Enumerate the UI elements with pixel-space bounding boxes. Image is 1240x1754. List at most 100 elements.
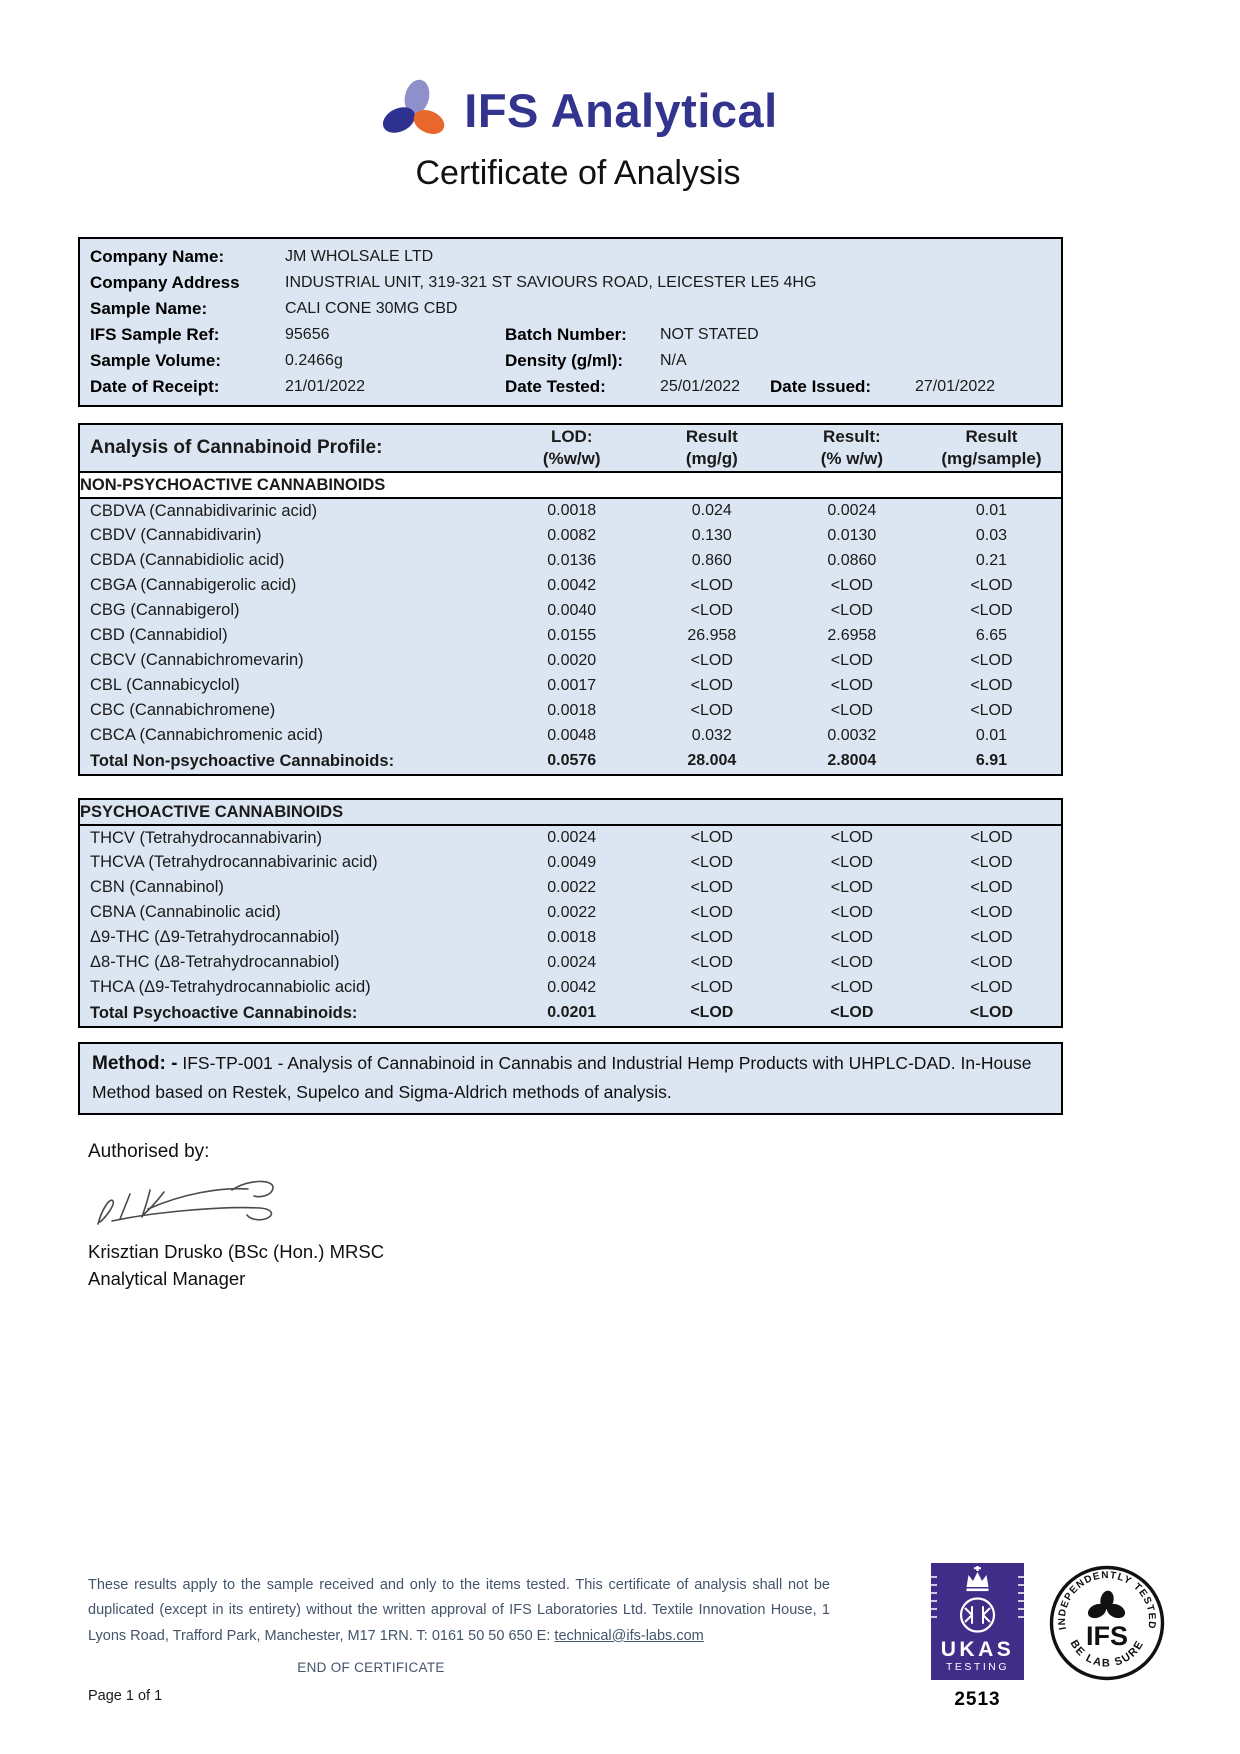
- total-value: <LOD: [969, 1004, 1013, 1021]
- total-value: <LOD: [830, 1004, 874, 1021]
- sample-info-row: Company Name: JM WHOLSALE LTD: [90, 244, 1061, 270]
- result-value: 0.0130: [827, 526, 877, 544]
- total-label: Total Psychoactive Cannabinoids:: [90, 1003, 358, 1022]
- column-header-line1: Result:: [823, 426, 881, 446]
- result-value: <LOD: [970, 853, 1013, 871]
- analyte-row: CBL (Cannabicyclol) 0.0017 <LOD <LOD <LOD: [79, 673, 1062, 698]
- column-header-cell: Result: (% w/w): [781, 424, 922, 473]
- result-value: 6.65: [975, 626, 1008, 644]
- handwritten-signature: [97, 1180, 274, 1225]
- stamp-ring-icon: [1049, 1565, 1165, 1681]
- field-label: Company Address: [90, 273, 240, 292]
- analyte-name: CBL (Cannabicyclol): [90, 676, 240, 694]
- result-value: <LOD: [690, 829, 733, 846]
- result-value: 0.0020: [547, 651, 597, 669]
- result-value: 0.0018: [547, 928, 597, 946]
- total-label: Total Non-psychoactive Cannabinoids:: [90, 751, 395, 770]
- ruler-ticks-icon: [931, 1576, 1024, 1618]
- field-value: 25/01/2022: [660, 378, 741, 395]
- document-header: IFS Analytical Certificate of Analysis: [0, 0, 1198, 193]
- stamp-ifs-wordmark: IFS: [1086, 1621, 1128, 1651]
- analyte-row: CBD (Cannabidiol) 0.0155 26.958 2.6958 6.65: [79, 623, 1062, 648]
- result-value: 0.0155: [547, 626, 597, 644]
- analyte-row: CBGA (Cannabigerolic acid) 0.0042 <LOD <LOD…: [79, 573, 1062, 598]
- crown-icon: [966, 1566, 989, 1592]
- result-value: <LOD: [690, 903, 733, 921]
- analyte-name: CBC (Cannabichromene): [90, 701, 276, 719]
- analyte-row: THCVA (Tetrahydrocannabivarinic acid) 0.0…: [79, 850, 1062, 875]
- field-label: Date Issued:: [770, 377, 872, 396]
- ukas-wordmark: UKAS: [941, 1638, 1015, 1661]
- result-value: <LOD: [690, 701, 733, 719]
- analyte-name: THCVA (Tetrahydrocannabivarinic acid): [90, 853, 378, 871]
- signer-title: Analytical Manager: [88, 1267, 246, 1289]
- column-header-cell: Result (mg/sample): [921, 424, 1062, 473]
- analysis-title-cell: Analysis of Cannabinoid Profile:: [79, 424, 502, 473]
- stamp-trefoil-icon: [1087, 1590, 1126, 1619]
- total-row: Total Psychoactive Cannabinoids: 0.0201 <L…: [79, 1000, 1062, 1027]
- analyte-row: THCA (Δ9-Tetrahydrocannabiolic acid) 0.00…: [79, 975, 1062, 1000]
- analyte-row: THCV (Tetrahydrocannabivarin) 0.0024 <LOD <…: [79, 825, 1062, 850]
- result-value: <LOD: [970, 878, 1013, 896]
- field-value: INDUSTRIAL UNIT, 319-321 ST SAVIOURS ROA…: [285, 274, 817, 291]
- section-header-cell: PSYCHOACTIVE CANNABINOIDS: [79, 799, 1062, 826]
- field-value: N/A: [660, 352, 687, 369]
- total-value: 28.004: [687, 752, 737, 769]
- column-header-line1: Result: [685, 426, 738, 446]
- ukas-testing-logo: UKAS TESTING: [931, 1563, 1024, 1680]
- method-box: Method: - IFS-TP-001 - Analysis of Canna…: [78, 1042, 1063, 1115]
- result-value: 0.0049: [547, 853, 597, 871]
- result-value: <LOD: [970, 953, 1013, 971]
- result-value: <LOD: [690, 878, 733, 896]
- result-value: 0.0024: [547, 953, 597, 971]
- analyte-name: CBCA (Cannabichromenic acid): [90, 726, 323, 744]
- total-value: 0.0576: [547, 752, 597, 769]
- total-row: Total Non-psychoactive Cannabinoids: 0.05…: [79, 748, 1062, 775]
- field-value: 0.2466g: [285, 352, 343, 369]
- field-label: Company Name:: [90, 247, 225, 266]
- result-value: <LOD: [830, 676, 873, 694]
- sample-info-row: Sample Name: CALI CONE 30MG CBD: [90, 296, 1061, 322]
- field-value: CALI CONE 30MG CBD: [285, 300, 458, 317]
- result-value: <LOD: [690, 676, 733, 694]
- result-value: 0.032: [691, 726, 732, 744]
- result-value: 0.0042: [547, 576, 597, 594]
- result-value: 0.01: [975, 502, 1008, 519]
- analysis-header-row: Analysis of Cannabinoid Profile: LOD: (%w/…: [79, 424, 1062, 473]
- method-text: IFS-TP-001 - Analysis of Cannabinoid in …: [92, 1053, 1032, 1102]
- authorised-by-label: Authorised by:: [88, 1140, 210, 1162]
- column-header-line2: (mg/sample): [941, 449, 1042, 468]
- section-header-row: PSYCHOACTIVE CANNABINOIDS: [79, 799, 1062, 826]
- analyte-row: CBCA (Cannabichromenic acid) 0.0048 0.032 0…: [79, 723, 1062, 748]
- column-header-line2: (% w/w): [820, 449, 884, 468]
- result-value: <LOD: [830, 853, 873, 871]
- ukas-circle-icon: [959, 1597, 996, 1633]
- analyte-row: CBDV (Cannabidivarin) 0.0082 0.130 0.0130 0.…: [79, 523, 1062, 548]
- sample-info-row: Company Address INDUSTRIAL UNIT, 319-321 …: [90, 270, 1061, 296]
- analyte-name: CBNA (Cannabinolic acid): [90, 903, 281, 921]
- ukas-accreditation-number: 2513: [954, 1689, 1001, 1710]
- sample-info-row: IFS Sample Ref: 95656 Batch Number: NOT STA…: [90, 322, 1061, 348]
- analyte-name: THCA (Δ9-Tetrahydrocannabiolic acid): [90, 978, 371, 996]
- sample-info-row: Sample Volume: 0.2466g Density (g/ml): N/A: [90, 348, 1061, 374]
- result-value: 0.0024: [827, 502, 877, 519]
- column-header-cell: LOD: (%w/w): [501, 424, 642, 473]
- result-value: <LOD: [970, 928, 1013, 946]
- field-value: 95656: [285, 326, 330, 343]
- field-value: 21/01/2022: [285, 378, 366, 395]
- result-value: 0.130: [691, 526, 732, 544]
- field-label: Date of Receipt:: [90, 377, 220, 396]
- result-value: <LOD: [690, 601, 733, 619]
- analyte-name: Δ9-THC (Δ9-Tetrahydrocannabiol): [90, 928, 340, 946]
- result-value: <LOD: [830, 701, 873, 719]
- field-label: Date Tested:: [505, 377, 606, 396]
- sample-info-row: Date of Receipt: 21/01/2022 Date Tested: 25…: [90, 374, 1061, 400]
- result-value: <LOD: [830, 928, 873, 946]
- analyte-row: CBDA (Cannabidiolic acid) 0.0136 0.860 0.08…: [79, 548, 1062, 573]
- result-value: <LOD: [690, 576, 733, 594]
- email-link[interactable]: technical@ifs-labs.com: [554, 1627, 704, 1644]
- result-value: <LOD: [690, 928, 733, 946]
- result-value: <LOD: [970, 829, 1013, 846]
- analyte-name: CBN (Cannabinol): [90, 878, 224, 896]
- result-value: <LOD: [690, 853, 733, 871]
